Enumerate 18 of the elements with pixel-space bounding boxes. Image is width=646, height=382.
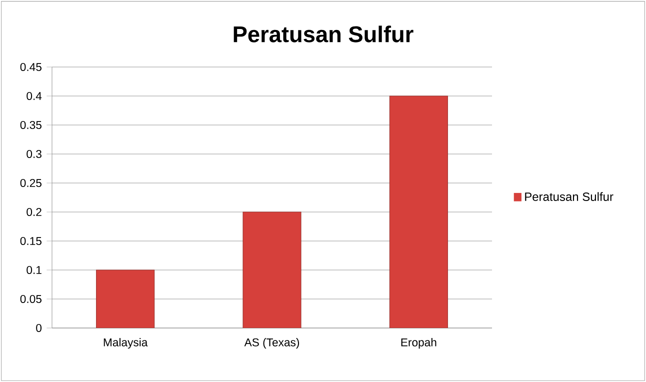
y-tick-label: 0.15: [20, 236, 42, 246]
y-tick-label: 0.4: [26, 92, 42, 100]
bar: [96, 270, 155, 328]
y-tick-label: 0.45: [20, 62, 42, 72]
chart-title: Peratusan Sulfur: [234, 26, 414, 42]
bar: [242, 212, 302, 328]
y-tick-label: 0.2: [26, 208, 42, 216]
x-tick-label: Malaysia: [104, 338, 148, 349]
y-tick-label: 0.05: [20, 294, 42, 304]
y-tick-label: 0.1: [26, 266, 42, 274]
x-tick-label: AS (Texas): [244, 338, 300, 349]
bar: [389, 96, 448, 328]
y-tick-label: 0.25: [20, 178, 42, 188]
y-tick-label: 0: [36, 324, 42, 332]
x-tick-label: Eropah: [401, 338, 436, 349]
legend-label: Peratusan Sulfur: [525, 192, 614, 201]
y-tick-label: 0.3: [26, 150, 42, 158]
y-tick-label: 0.35: [20, 120, 42, 130]
